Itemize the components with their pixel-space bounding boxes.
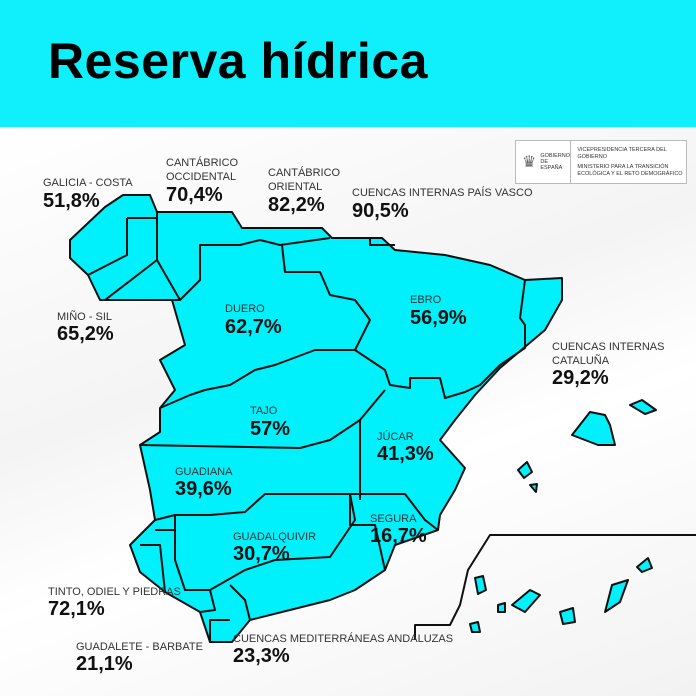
- canary-gomera: [497, 602, 506, 613]
- basin-label-pais-vasco: CUENCAS INTERNAS PAÍS VASCO: [352, 187, 533, 199]
- basin-value-duero: 62,7%: [225, 316, 282, 338]
- basin-label-duero: DUERO: [225, 303, 265, 315]
- basin-value-cantabrico-occidental: 70,4%: [166, 184, 223, 206]
- basin-value-pais-vasco: 90,5%: [352, 200, 409, 222]
- basin-label-guadiana: GUADIANA: [175, 466, 233, 478]
- basin-value-guadalete-barbate: 21,1%: [76, 653, 133, 675]
- menorca-island: [629, 399, 657, 415]
- basin-borders: [87, 212, 696, 642]
- canary-lapalma: [474, 575, 487, 595]
- formentera-island: [529, 483, 538, 493]
- basin-value-guadalquivir: 30,7%: [233, 543, 290, 565]
- basin-label-ebro: EBRO: [410, 294, 442, 306]
- canary-tenerife: [511, 589, 541, 613]
- basin-label-guadalquivir: GUADALQUIVIR: [233, 531, 317, 543]
- basin-label-cantabrico-oriental: CANTÁBRICO ORIENTAL: [268, 167, 341, 193]
- title-banner: Reserva hídrica: [0, 0, 696, 127]
- canary-lanzarote: [636, 557, 653, 573]
- basin-value-tinto-odiel: 72,1%: [48, 598, 105, 620]
- logo-ministerio: MINISTERIO PARA LA TRANSICIÓN ECOLÓGICA …: [577, 163, 683, 177]
- basin-value-mino-sil: 65,2%: [57, 323, 114, 345]
- basin-label-jucar: JÚCAR: [377, 431, 414, 443]
- basin-value-cantabrico-oriental: 82,2%: [268, 194, 325, 216]
- basin-value-cataluna: 29,2%: [552, 367, 609, 389]
- basin-value-ebro: 56,9%: [410, 307, 467, 329]
- basin-value-jucar: 41,3%: [377, 443, 434, 465]
- logo-vicepresidencia: VICEPRESIDENCIA TERCERA DEL GOBIERNO: [577, 146, 667, 160]
- basin-label-cantabrico-occidental: CANTÁBRICO OCCIDENTAL: [166, 157, 239, 183]
- page-title: Reserva hídrica: [48, 33, 428, 89]
- canary-grancanaria: [559, 607, 576, 625]
- government-logo: ♛ GOBIERNO DE ESPAÑA VICEPRESIDENCIA TERC…: [515, 140, 687, 184]
- basin-label-guadalete-barbate: GUADALETE - BARBATE: [76, 641, 203, 653]
- coat-of-arms-icon: ♛: [522, 154, 537, 171]
- ibiza-island: [517, 461, 533, 479]
- basin-label-tajo: TAJO: [250, 405, 278, 417]
- basin-label-cataluna: CUENCAS INTERNAS CATALUÑA: [552, 341, 665, 367]
- basin-value-tajo: 57%: [250, 418, 291, 440]
- canary-fuerteventura: [604, 579, 629, 613]
- basin-value-segura: 16,7%: [370, 525, 427, 547]
- basin-label-mediterraneas-andaluzas: CUENCAS MEDITERRÁNEAS ANDALUZAS: [233, 633, 454, 645]
- basin-value-galicia-costa: 51,8%: [43, 190, 100, 212]
- basin-label-mino-sil: MIÑO - SIL: [57, 311, 113, 323]
- basin-label-tinto-odiel: TINTO, ODIEL Y PIEDRAS: [48, 586, 181, 598]
- basin-label-segura: SEGURA: [370, 513, 417, 525]
- logo-text: GOBIERNO DE ESPAÑA: [540, 153, 570, 171]
- basin-value-mediterraneas-andaluzas: 23,3%: [233, 645, 290, 667]
- basin-label-galicia-costa: GALICIA - COSTA: [43, 177, 133, 189]
- canary-hierro: [469, 621, 481, 633]
- mallorca-island: [571, 411, 616, 446]
- peninsula-outline: [69, 194, 563, 643]
- basin-value-guadiana: 39,6%: [175, 478, 232, 500]
